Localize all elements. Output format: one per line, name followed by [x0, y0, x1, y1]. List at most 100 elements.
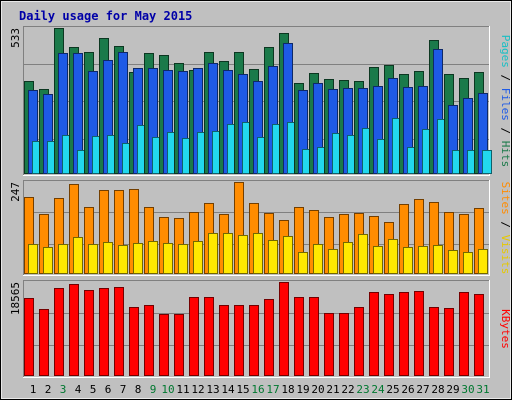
day-label-31: 31 [476, 383, 489, 396]
bar-kbytes-day-2 [39, 309, 49, 376]
bar-visits-day-30 [463, 252, 473, 274]
day-label-4: 4 [75, 383, 82, 396]
bar-visits-day-3 [58, 244, 68, 274]
chart-title: Daily usage for May 2015 [19, 9, 192, 23]
bar-visits-day-23 [358, 234, 368, 274]
bar-kbytes-day-26 [399, 292, 409, 376]
day-label-26: 26 [401, 383, 414, 396]
legend-files: Files [499, 88, 512, 121]
day-label-8: 8 [135, 383, 142, 396]
bar-visits-day-8 [133, 243, 143, 274]
bar-visits-day-28 [433, 245, 443, 274]
day-label-7: 7 [120, 383, 127, 396]
day-label-10: 10 [161, 383, 174, 396]
bar-kbytes-day-8 [129, 307, 139, 376]
bar-kbytes-day-25 [384, 294, 394, 376]
day-label-27: 27 [416, 383, 429, 396]
bar-kbytes-day-7 [114, 287, 124, 376]
day-label-12: 12 [191, 383, 204, 396]
bar-visits-day-5 [88, 244, 98, 274]
bar-visits-day-31 [478, 249, 488, 274]
bar-kbytes-day-18 [279, 282, 289, 376]
day-label-5: 5 [90, 383, 97, 396]
bar-kbytes-day-17 [264, 299, 274, 376]
bar-visits-day-9 [148, 241, 158, 274]
legend-sites: Sites [499, 182, 512, 215]
bar-visits-day-24 [373, 246, 383, 274]
panel-2-legend: Sites / Visits [499, 182, 512, 275]
bar-visits-day-20 [313, 244, 323, 274]
bar-kbytes-day-22 [339, 313, 349, 376]
bar-visits-day-11 [178, 244, 188, 274]
bar-kbytes-day-30 [459, 292, 469, 376]
bar-kbytes-day-13 [204, 297, 214, 376]
bar-kbytes-day-24 [369, 292, 379, 376]
legend-pages: Pages [499, 35, 512, 68]
day-label-17: 17 [266, 383, 279, 396]
legend-sep: / [499, 215, 512, 235]
bar-kbytes-day-14 [219, 305, 229, 376]
day-label-3: 3 [60, 383, 67, 396]
bar-kbytes-day-23 [354, 307, 364, 376]
day-label-23: 23 [356, 383, 369, 396]
bar-kbytes-day-10 [159, 314, 169, 376]
bar-kbytes-day-27 [414, 291, 424, 376]
bar-kbytes-day-11 [174, 314, 184, 376]
day-label-18: 18 [281, 383, 294, 396]
day-label-20: 20 [311, 383, 324, 396]
day-label-9: 9 [150, 383, 157, 396]
bar-visits-day-15 [238, 235, 248, 274]
bar-visits-day-29 [448, 250, 458, 274]
day-label-14: 14 [221, 383, 235, 396]
bar-kbytes-day-19 [294, 297, 304, 376]
bar-kbytes-day-31 [474, 294, 484, 376]
bar-kbytes-day-5 [84, 290, 94, 376]
bar-visits-day-4 [73, 237, 83, 274]
day-label-16: 16 [251, 383, 264, 396]
legend-visits: Visits [499, 235, 512, 275]
legend-hits: Hits [499, 141, 512, 168]
bar-visits-day-22 [343, 242, 353, 274]
day-label-6: 6 [105, 383, 112, 396]
day-label-25: 25 [386, 383, 399, 396]
panel-3-legend: KBytes [499, 309, 512, 349]
day-label-2: 2 [45, 383, 52, 396]
day-label-1: 1 [30, 383, 37, 396]
day-label-19: 19 [296, 383, 309, 396]
bar-visits-day-19 [298, 252, 308, 274]
legend-sep: / [499, 121, 512, 141]
bar-kbytes-day-21 [324, 313, 334, 376]
bar-kbytes-day-16 [249, 305, 259, 376]
bar-visits-day-12 [193, 241, 203, 274]
legend-kbytes: KBytes [499, 309, 512, 349]
bar-visits-day-27 [418, 246, 428, 274]
bar-visits-day-13 [208, 233, 218, 274]
day-label-22: 22 [341, 383, 354, 396]
bar-kbytes-day-6 [99, 288, 109, 376]
bar-kbytes-day-29 [444, 308, 454, 376]
bar-visits-day-10 [163, 243, 173, 274]
bar-kbytes-day-1 [24, 298, 34, 376]
panel-2-max-label: 247 [9, 182, 22, 202]
bar-visits-day-17 [268, 240, 278, 274]
day-label-29: 29 [446, 383, 459, 396]
bar-kbytes-day-4 [69, 284, 79, 376]
panel-3-max-label: 18565 [9, 282, 22, 315]
bar-kbytes-day-12 [189, 297, 199, 376]
bar-kbytes-day-28 [429, 307, 439, 376]
bar-visits-day-21 [328, 249, 338, 274]
day-label-24: 24 [371, 383, 385, 396]
bar-visits-day-26 [403, 247, 413, 274]
bar-kbytes-day-3 [54, 288, 64, 376]
day-label-11: 11 [176, 383, 189, 396]
bar-visits-day-1 [28, 244, 38, 274]
day-label-15: 15 [236, 383, 249, 396]
day-label-13: 13 [206, 383, 219, 396]
day-label-28: 28 [431, 383, 444, 396]
day-label-30: 30 [461, 383, 474, 396]
panel-1-legend: Pages / Files / Hits [499, 35, 512, 168]
bar-pages-day-31 [482, 150, 492, 174]
